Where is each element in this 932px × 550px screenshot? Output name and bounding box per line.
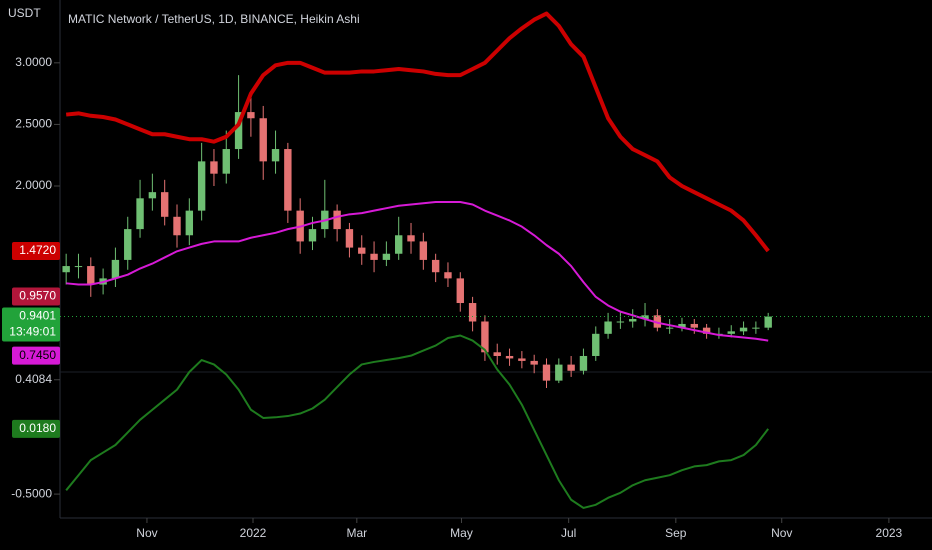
x-tick-label: 2022 — [240, 526, 267, 540]
x-tick-label: May — [450, 526, 473, 540]
unit-label: USDT — [8, 6, 41, 20]
candle-body — [739, 327, 748, 332]
x-tick-label: 2023 — [876, 526, 903, 540]
candle-body — [234, 112, 243, 150]
x-tick-label: Nov — [136, 526, 157, 540]
candle-body — [444, 272, 452, 279]
indicator-line — [65, 334, 769, 509]
candle-body — [431, 259, 440, 273]
candle-body — [493, 352, 501, 356]
candle-body — [382, 253, 391, 260]
candle-body — [87, 266, 95, 285]
candle-body — [604, 321, 612, 334]
chart-title: MATIC Network / TetherUS, 1D, BINANCE, H… — [68, 12, 360, 26]
price-line-label: 0.9570 — [19, 289, 56, 303]
candle-body — [419, 241, 428, 260]
candle-body — [185, 210, 194, 236]
last-price-label: 0.9401 — [19, 309, 56, 323]
candle-body — [653, 315, 662, 328]
candle-body — [690, 323, 698, 328]
series-last-label-box — [12, 346, 60, 365]
series-last-label: 0.7450 — [19, 348, 56, 362]
candle-body — [530, 360, 538, 365]
series-last-label-box — [12, 419, 60, 438]
candle-body — [247, 112, 255, 119]
candle-body — [592, 333, 600, 356]
last-price-box — [2, 307, 60, 342]
candle-body — [567, 364, 575, 371]
candle-body — [665, 327, 674, 329]
candle-body — [752, 327, 760, 329]
series-last-label-box — [12, 242, 60, 261]
candle-body — [542, 364, 551, 381]
candle-body — [616, 321, 625, 323]
candle-body — [702, 327, 711, 334]
candle-body — [124, 229, 132, 260]
x-tick-label: Nov — [771, 526, 792, 540]
candle-body — [407, 235, 415, 242]
candle-body — [160, 192, 169, 217]
candle-body — [148, 192, 157, 199]
candle-body — [62, 266, 70, 273]
candle-body — [518, 358, 526, 361]
candle-body — [727, 331, 735, 334]
countdown-label: 13:49:01 — [9, 325, 56, 339]
series-last-label: 1.4720 — [19, 243, 56, 257]
indicator-line — [66, 201, 769, 342]
candle-body — [197, 161, 206, 211]
y2-tick-label: -0.5000 — [11, 486, 52, 500]
candle-body — [173, 216, 181, 236]
candle-body — [284, 149, 292, 211]
indicator-line — [65, 11, 770, 253]
candle-body — [333, 210, 341, 230]
candle-body — [481, 321, 489, 353]
y-tick-label: 2.5000 — [15, 117, 52, 131]
candle-body — [210, 161, 218, 174]
candle-body — [259, 118, 267, 162]
candle-body — [136, 198, 144, 230]
y-tick-label: 3.0000 — [15, 55, 52, 69]
candle-body — [505, 355, 514, 359]
y-tick-label: 2.0000 — [15, 178, 52, 192]
candle-body — [308, 229, 317, 242]
candle-body — [468, 303, 477, 322]
candle-body — [395, 235, 403, 254]
candle-body — [370, 253, 378, 260]
candle-body — [111, 259, 120, 279]
candle-body — [641, 315, 649, 320]
series-last-label: 0.0180 — [19, 421, 56, 435]
candle-body — [629, 319, 637, 322]
candle-body — [678, 323, 686, 328]
candle-body — [456, 278, 464, 304]
x-tick-label: Jul — [561, 526, 576, 540]
candle-body — [271, 149, 280, 162]
candle-body — [358, 247, 366, 254]
x-tick-label: Mar — [346, 526, 367, 540]
candle-body — [555, 364, 563, 381]
candle-body — [345, 229, 354, 248]
y2-tick-label: 0.4084 — [15, 372, 52, 386]
candle-body — [579, 355, 588, 371]
candle-body — [222, 149, 230, 174]
candle-body — [764, 316, 772, 328]
candle-body — [74, 266, 83, 268]
x-tick-label: Sep — [665, 526, 687, 540]
price-line-label-box — [12, 287, 60, 306]
